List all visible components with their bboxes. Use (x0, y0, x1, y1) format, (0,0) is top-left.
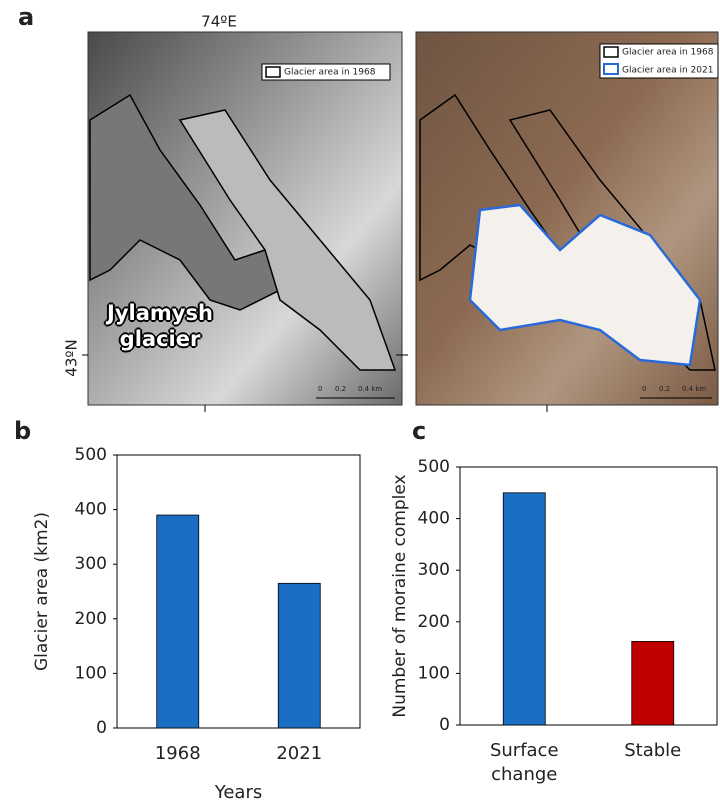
bar (631, 641, 675, 726)
scale-label: 0.2 (335, 385, 346, 393)
scale-label: 0 (642, 385, 646, 393)
bar (502, 492, 546, 726)
map-color (415, 31, 719, 406)
lat-label: 43ºN (63, 339, 81, 376)
y-tick-label: 400 (75, 500, 107, 520)
y-tick-label: 200 (75, 609, 107, 629)
legend-label: Glacier area in 1968 (622, 48, 714, 58)
scale-label: 0.4 km (358, 385, 382, 393)
scale-label: 0.2 (659, 385, 670, 393)
y-tick-label: 300 (75, 554, 107, 574)
y-tick-label: 400 (418, 509, 450, 529)
y-tick-label: 100 (418, 663, 450, 683)
x-tick-label: Surface change (489, 740, 559, 785)
panel-label: c (412, 417, 426, 445)
x-tick-label: 2021 (276, 743, 323, 764)
panel-label: a (18, 3, 34, 31)
map-grayscale (87, 31, 403, 406)
x-axis-label: Years (214, 782, 263, 803)
bar (156, 514, 200, 729)
x-tick-label: Stable (624, 740, 682, 761)
plot-frame (116, 454, 361, 729)
scale-label: 0.4 km (682, 385, 706, 393)
y-tick-label: 0 (439, 715, 450, 735)
y-tick-label: 500 (75, 445, 107, 465)
x-tick-label: 1968 (154, 743, 201, 764)
y-tick-label: 0 (96, 718, 107, 738)
y-axis-label: Number of moraine complex (390, 474, 410, 717)
lon-label: 74ºE (201, 13, 237, 31)
legend-label: Glacier area in 2021 (622, 66, 713, 76)
bar (277, 582, 321, 729)
glacier-name: Jylamysh glacier (107, 301, 213, 351)
panel-label: b (14, 417, 31, 445)
y-tick-label: 200 (418, 612, 450, 632)
scale-label: 0 (318, 385, 322, 393)
y-tick-label: 500 (418, 457, 450, 477)
legend-label: Glacier area in 1968 (284, 68, 376, 78)
plot-frame (459, 466, 718, 726)
y-tick-label: 300 (418, 560, 450, 580)
y-axis-label: Glacier area (km2) (32, 512, 52, 671)
y-tick-label: 100 (75, 663, 107, 683)
